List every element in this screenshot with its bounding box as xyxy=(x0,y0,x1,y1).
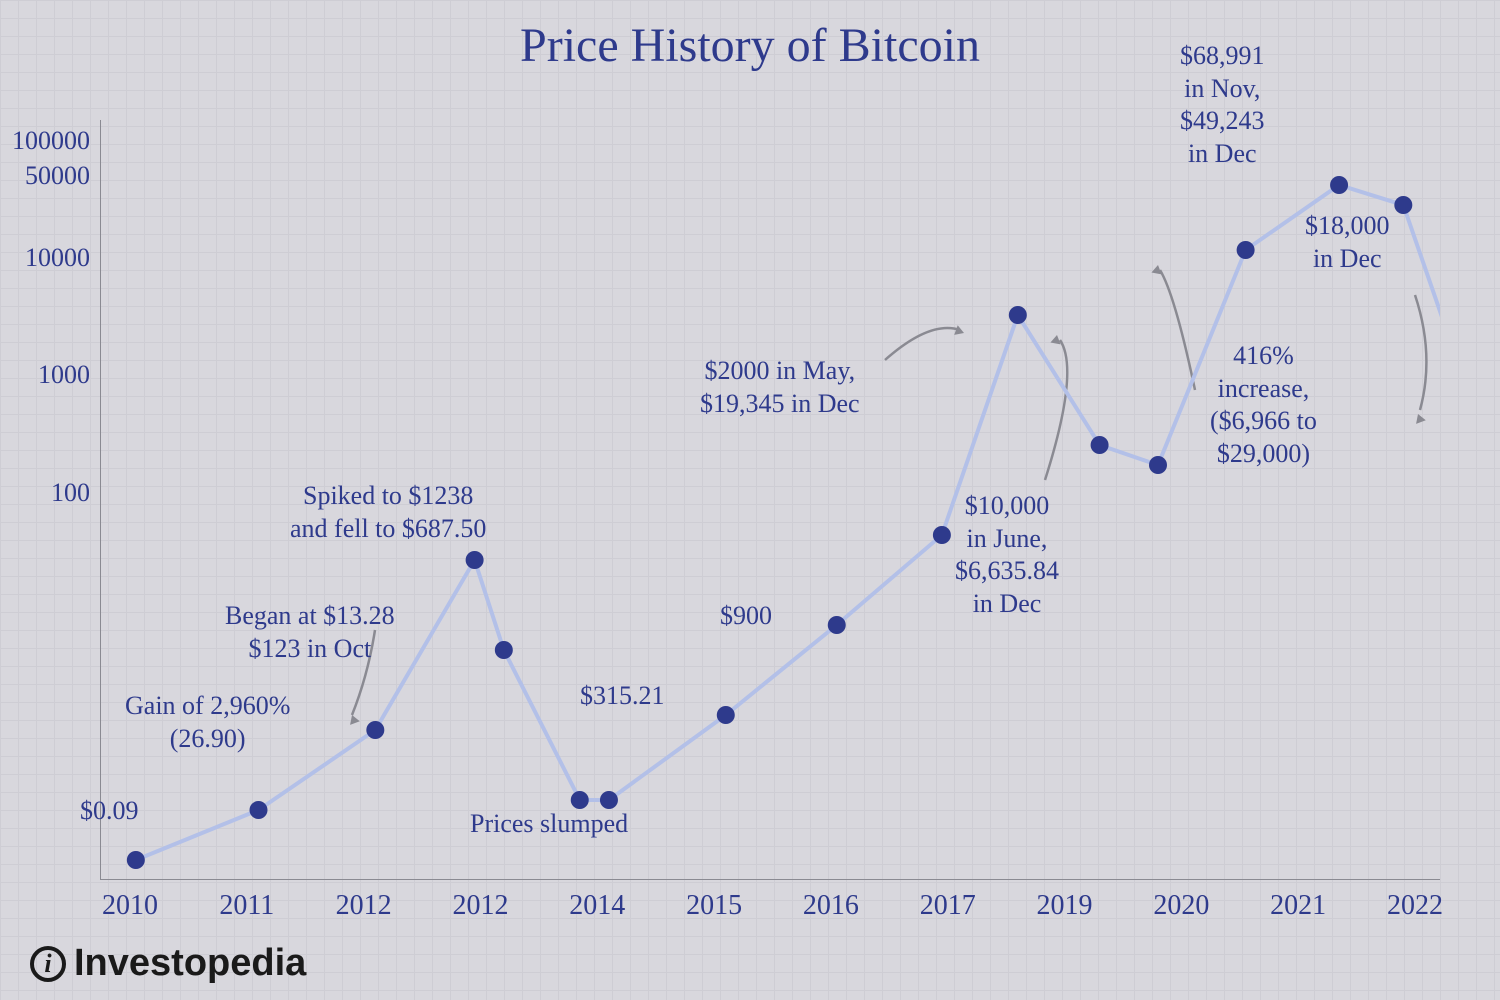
data-point xyxy=(127,851,145,869)
brand-logo: i Investopedia xyxy=(30,942,306,985)
data-point xyxy=(1330,176,1348,194)
y-tick-label: 1000 xyxy=(0,360,90,390)
y-tick-label: 100000 xyxy=(0,126,90,156)
arrow-head-icon xyxy=(1416,414,1426,424)
annotation-arrow xyxy=(885,328,960,360)
annotation-arrow xyxy=(1160,270,1195,390)
chart-title: Price History of Bitcoin xyxy=(0,18,1500,73)
data-point xyxy=(717,706,735,724)
arrow-head-icon xyxy=(1151,265,1161,274)
arrow-head-icon xyxy=(350,715,360,725)
annotation-a6: $900 xyxy=(720,600,772,633)
annotation-arrow xyxy=(1415,295,1426,410)
y-tick-label: 50000 xyxy=(0,161,90,191)
data-point xyxy=(933,526,951,544)
y-tick-label: 100 xyxy=(0,478,90,508)
annotation-a10: $68,991in Nov,$49,243in Dec xyxy=(1180,40,1265,170)
brand-name: Investopedia xyxy=(74,942,306,985)
x-tick-label: 2010 xyxy=(102,890,158,922)
data-point xyxy=(495,641,513,659)
annotation-a4: Prices slumped xyxy=(470,808,628,841)
x-tick-label: 2020 xyxy=(1153,890,1209,922)
x-tick-label: 2021 xyxy=(1270,890,1326,922)
x-tick-label: 2022 xyxy=(1387,890,1443,922)
x-tick-label: 2011 xyxy=(219,890,274,922)
y-tick-label: 10000 xyxy=(0,243,90,273)
data-point xyxy=(1237,241,1255,259)
annotation-a11: $18,000in Dec xyxy=(1305,210,1390,275)
annotation-a7: $2000 in May,$19,345 in Dec xyxy=(700,355,860,420)
arrow-head-icon xyxy=(1050,335,1060,344)
annotation-a1: Gain of 2,960%(26.90) xyxy=(125,690,290,755)
x-tick-label: 2015 xyxy=(686,890,742,922)
annotation-a0: $0.09 xyxy=(80,795,139,828)
data-point xyxy=(1091,436,1109,454)
annotation-a8: $10,000in June,$6,635.84in Dec xyxy=(955,490,1059,620)
data-point xyxy=(1149,456,1167,474)
data-point xyxy=(1394,196,1412,214)
data-point xyxy=(366,721,384,739)
data-point xyxy=(250,801,268,819)
data-point xyxy=(466,551,484,569)
x-tick-label: 2017 xyxy=(920,890,976,922)
annotation-a3: Spiked to $1238and fell to $687.50 xyxy=(290,480,486,545)
chart-container: Price History of Bitcoin 100 1000 10000 500… xyxy=(0,0,1500,1000)
x-tick-label: 2014 xyxy=(569,890,625,922)
x-tick-label: 2019 xyxy=(1037,890,1093,922)
data-point xyxy=(828,616,846,634)
x-tick-label: 2016 xyxy=(803,890,859,922)
annotation-a9: 416%increase,($6,966 to$29,000) xyxy=(1210,340,1317,470)
data-point xyxy=(571,791,589,809)
x-tick-label: 2012 xyxy=(452,890,508,922)
data-point xyxy=(1009,306,1027,324)
brand-icon: i xyxy=(30,946,66,982)
annotation-a2: Began at $13.28$123 in Oct xyxy=(225,600,395,665)
data-point xyxy=(600,791,618,809)
annotation-a5: $315.21 xyxy=(580,680,665,713)
x-tick-label: 2012 xyxy=(336,890,392,922)
